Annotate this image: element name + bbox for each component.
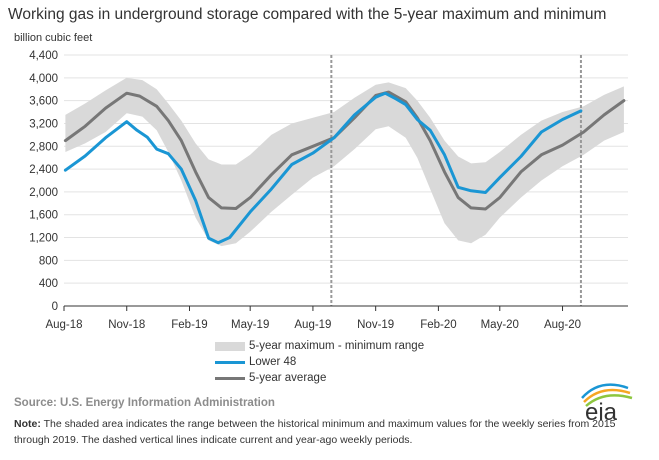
note: Note: The shaded area indicates the rang… bbox=[14, 416, 644, 448]
legend: 5-year maximum - minimum range Lower 48 … bbox=[215, 338, 424, 386]
storage-chart: 0 400 800 1,200 1,600 2,000 2,400 2,800 3,200 3,6… bbox=[29, 50, 628, 331]
eia-logo: eia bbox=[581, 383, 633, 422]
y-axis-unit-label: billion cubic feet bbox=[14, 32, 93, 44]
y-tick-label: 2,400 bbox=[29, 164, 58, 176]
y-tick-label: 4,000 bbox=[29, 73, 58, 85]
legend-label-lower48: Lower 48 bbox=[249, 356, 297, 368]
y-tick-label: 1,200 bbox=[29, 233, 58, 245]
legend-item-range: 5-year maximum - minimum range bbox=[215, 338, 424, 354]
x-tick-labels: Aug-18 Nov-18 Feb-19 May-19 Aug-19 Nov-19 Feb-… bbox=[45, 319, 581, 331]
legend-label-range: 5-year maximum - minimum range bbox=[249, 340, 425, 352]
chart-title: Working gas in underground storage compa… bbox=[8, 6, 607, 23]
y-tick-label: 3,200 bbox=[29, 118, 58, 130]
x-tick-label: May-20 bbox=[481, 319, 519, 331]
y-tick-label: 4,400 bbox=[29, 50, 58, 62]
x-tick-label: Nov-19 bbox=[357, 319, 394, 331]
x-tick-label: Aug-19 bbox=[294, 319, 331, 331]
y-tick-labels: 0 400 800 1,200 1,600 2,000 2,400 2,800 3,200 3,6… bbox=[29, 50, 58, 313]
axes bbox=[63, 305, 628, 311]
lower48-swatch bbox=[215, 360, 245, 364]
x-tick-label: Feb-20 bbox=[420, 319, 456, 331]
note-label: Note: bbox=[14, 418, 41, 430]
y-tick-label: 0 bbox=[52, 301, 58, 313]
y-tick-label: 3,600 bbox=[29, 96, 58, 108]
y-tick-label: 2,800 bbox=[29, 141, 58, 153]
x-tick-label: Aug-18 bbox=[45, 319, 82, 331]
legend-item-lower48: Lower 48 bbox=[215, 354, 424, 370]
y-tick-label: 2,000 bbox=[29, 187, 58, 199]
x-tick-label: May-19 bbox=[231, 319, 269, 331]
svg-text:eia: eia bbox=[585, 399, 618, 422]
lower48-line bbox=[63, 91, 583, 245]
y-tick-label: 800 bbox=[39, 255, 58, 267]
y-tick-label: 1,600 bbox=[29, 210, 58, 222]
x-tick-label: Nov-18 bbox=[108, 319, 145, 331]
avg-swatch bbox=[215, 376, 245, 380]
series-lines bbox=[63, 90, 626, 245]
dashed-period-lines bbox=[330, 55, 582, 306]
legend-label-avg: 5-year average bbox=[249, 372, 327, 384]
range-band bbox=[65, 77, 624, 247]
source-line: Source: U.S. Energy Information Administ… bbox=[14, 397, 275, 409]
note-text: The shaded area indicates the range betw… bbox=[14, 418, 616, 446]
x-tick-label: Feb-19 bbox=[171, 319, 207, 331]
range-band-area bbox=[65, 77, 624, 247]
range-swatch bbox=[215, 341, 245, 351]
legend-item-avg: 5-year average bbox=[215, 370, 424, 386]
x-tick-label: Aug-20 bbox=[544, 319, 581, 331]
y-tick-label: 400 bbox=[39, 278, 58, 290]
